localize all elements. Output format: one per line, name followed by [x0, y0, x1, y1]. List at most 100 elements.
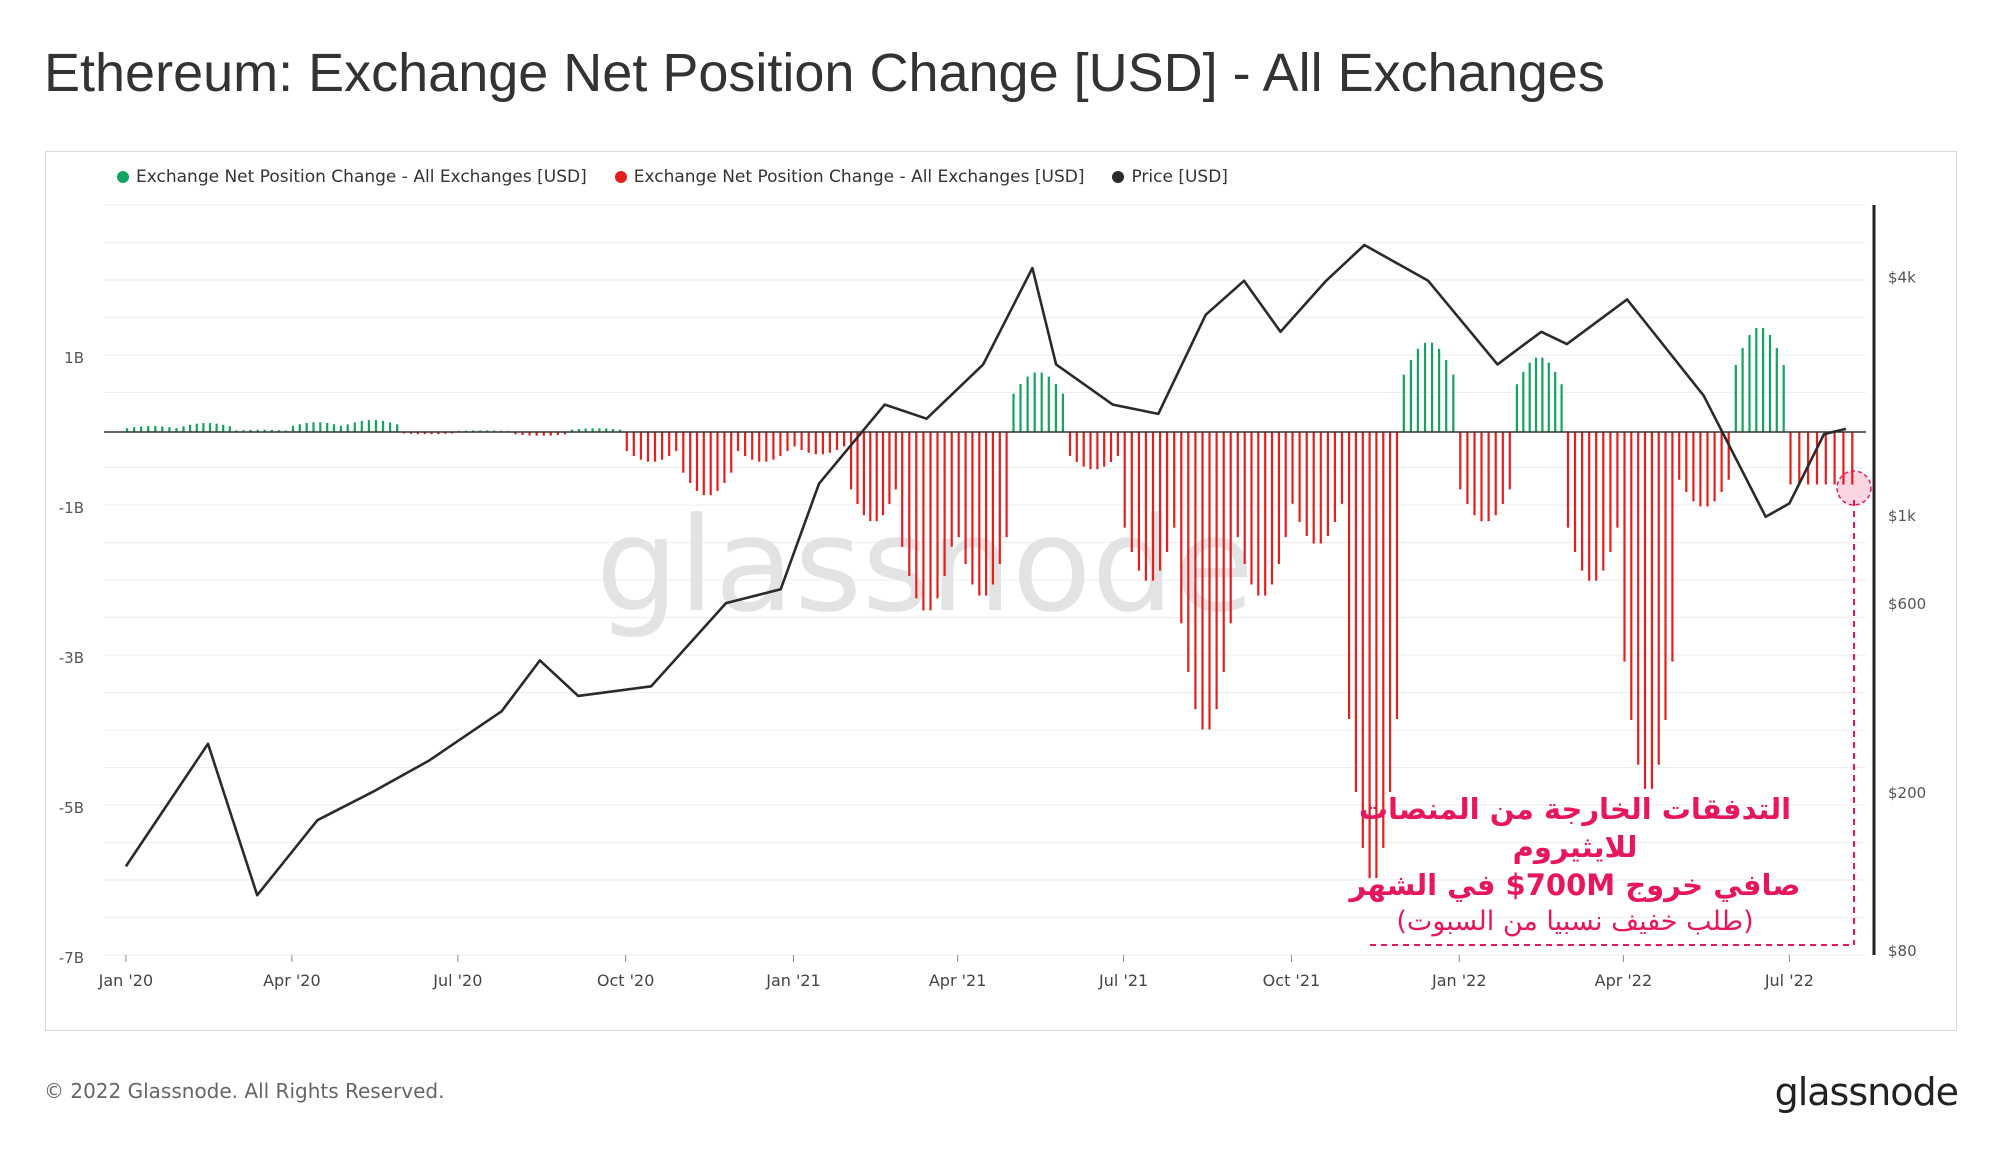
x-tick-label: Apr '20 [263, 971, 321, 990]
bar [1616, 432, 1619, 528]
bar [1508, 432, 1511, 490]
bar [202, 423, 205, 432]
bar [856, 432, 859, 504]
bar [985, 432, 988, 596]
bar [1291, 432, 1294, 504]
bar [612, 429, 615, 432]
bar [1671, 432, 1674, 662]
bar [1431, 342, 1434, 432]
bar [1713, 432, 1716, 502]
bar [716, 432, 719, 491]
bar [1789, 432, 1792, 485]
bar [1201, 432, 1204, 730]
bar [161, 426, 164, 432]
bar [1089, 432, 1092, 470]
bar [242, 430, 245, 432]
bar [1528, 362, 1531, 432]
legend-item-inflow[interactable]: Exchange Net Position Change - All Excha… [117, 167, 587, 187]
bar [1116, 432, 1119, 456]
bar [1416, 348, 1419, 432]
bar [1678, 432, 1681, 480]
bar [998, 432, 1001, 564]
bar [353, 422, 356, 432]
bar [869, 432, 872, 522]
bar [1755, 327, 1758, 432]
bar [1061, 393, 1064, 432]
bar [632, 432, 635, 456]
bar [291, 425, 295, 432]
bar [1815, 432, 1819, 485]
bar [605, 428, 608, 432]
bar [1720, 432, 1723, 492]
bar [1109, 432, 1113, 462]
bar [1243, 432, 1246, 564]
x-axis-ticks: Jan '20 Apr '20 Jul '20 Oct '20 Jan '21 Apr '… [98, 955, 1814, 990]
bar [695, 432, 699, 491]
bar [312, 422, 315, 432]
bar [1560, 384, 1563, 432]
bar [1096, 432, 1099, 470]
bar [298, 424, 301, 432]
bar [147, 426, 150, 432]
bar [1277, 432, 1280, 564]
bars-group [125, 327, 1854, 879]
bar [758, 432, 761, 462]
legend-item-price[interactable]: Price [USD] [1112, 167, 1228, 187]
bar [978, 432, 981, 596]
bar [140, 426, 143, 432]
bar [1298, 432, 1301, 522]
annotation-line-4: (طلب خفيف نسبيا من السبوت) [1396, 906, 1754, 937]
bar [1402, 374, 1405, 432]
bar [249, 429, 252, 432]
bar [1515, 384, 1518, 432]
bar [964, 432, 967, 564]
bar [929, 432, 932, 611]
bar [1395, 432, 1399, 719]
legend-label-price: Price [USD] [1131, 167, 1228, 187]
bar [1473, 432, 1476, 516]
bar [1144, 432, 1147, 581]
bar [1103, 432, 1106, 467]
bar [772, 432, 775, 460]
bar [1741, 348, 1744, 432]
bar [1123, 432, 1126, 528]
bar [1137, 432, 1140, 571]
bar [332, 424, 336, 432]
annotation-line-1: التدفقات الخارجة من المنصات [1358, 792, 1792, 826]
bar [1354, 432, 1357, 792]
bar [326, 423, 329, 432]
y-left-tick-label: -3B [59, 649, 84, 667]
bar [1173, 432, 1176, 528]
bar [625, 432, 628, 452]
bar [1501, 432, 1504, 504]
bar [689, 432, 692, 483]
bar [1807, 432, 1810, 485]
bar [1685, 432, 1688, 492]
y-right-tick-label: $1k [1888, 507, 1916, 525]
bar [598, 428, 601, 432]
bar [1824, 432, 1827, 485]
bar [1068, 432, 1072, 456]
legend-item-outflow[interactable]: Exchange Net Position Change - All Excha… [614, 167, 1084, 187]
bar [894, 432, 897, 490]
bar [125, 428, 129, 432]
bar [1348, 432, 1351, 719]
x-tick-label: Oct '21 [1263, 971, 1321, 990]
bar [396, 424, 399, 432]
bar [828, 432, 831, 453]
bar [410, 432, 413, 434]
bar [1409, 360, 1412, 432]
bar [1047, 376, 1050, 432]
bar [270, 429, 273, 432]
bar [835, 432, 839, 450]
bar [570, 429, 574, 432]
bar [1257, 432, 1260, 596]
bar [1573, 432, 1577, 552]
bar [1082, 432, 1085, 467]
bar [222, 424, 225, 432]
bar [1664, 432, 1667, 720]
bar [195, 423, 198, 432]
y-right-tick-label: $4k [1888, 268, 1916, 286]
x-tick-label: Jul '20 [432, 971, 482, 990]
y-right-tick-label: $600 [1888, 595, 1926, 613]
